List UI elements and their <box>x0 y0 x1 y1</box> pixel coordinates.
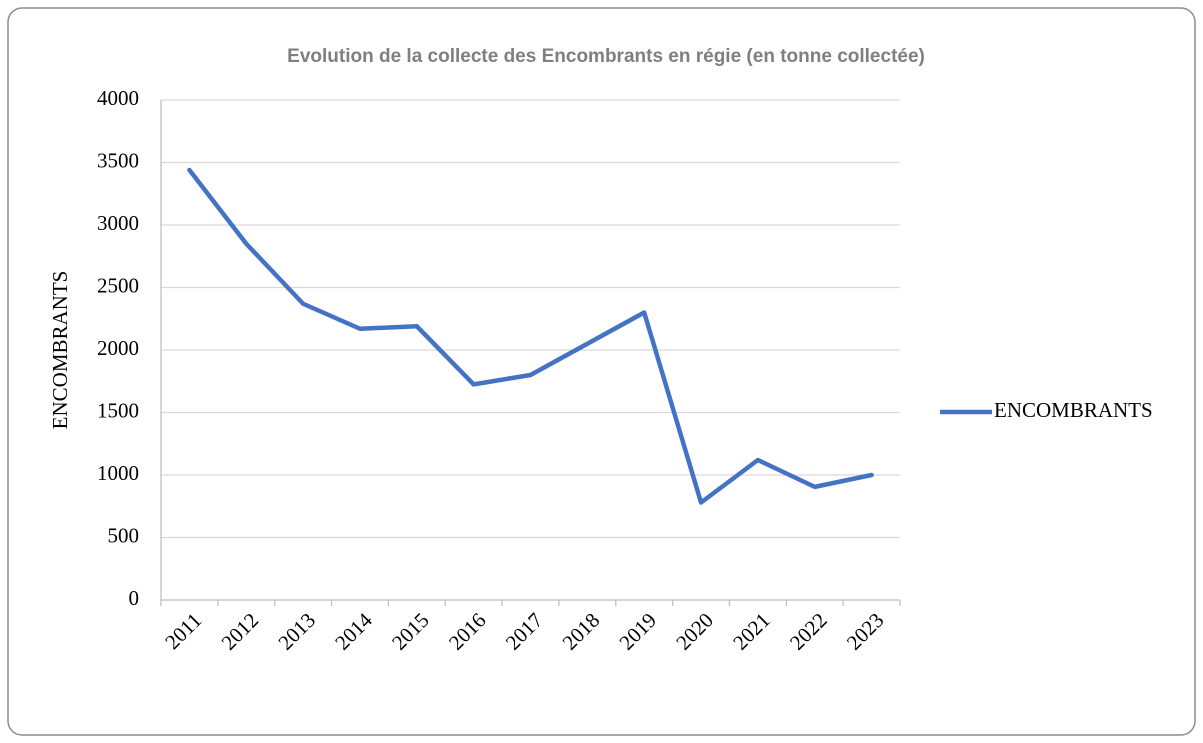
chart-title: Evolution de la collecte des Encombrants… <box>287 46 925 67</box>
y-tick-label: 3000 <box>97 211 139 235</box>
y-tick-label: 4000 <box>97 86 139 110</box>
y-tick-label: 3500 <box>97 148 139 172</box>
y-tick-label: 0 <box>129 586 140 610</box>
y-tick-label: 1000 <box>97 461 139 485</box>
y-tick-label: 2000 <box>97 336 139 360</box>
legend-label: ENCOMBRANTS <box>994 398 1153 422</box>
y-tick-label: 500 <box>108 523 140 547</box>
line <box>187 167 874 505</box>
y-tick-label: 2500 <box>97 273 139 297</box>
y-tick-label: 1500 <box>97 398 139 422</box>
chart-border <box>7 7 1196 736</box>
y-axis-label: ENCOMBRANTS <box>48 271 72 430</box>
